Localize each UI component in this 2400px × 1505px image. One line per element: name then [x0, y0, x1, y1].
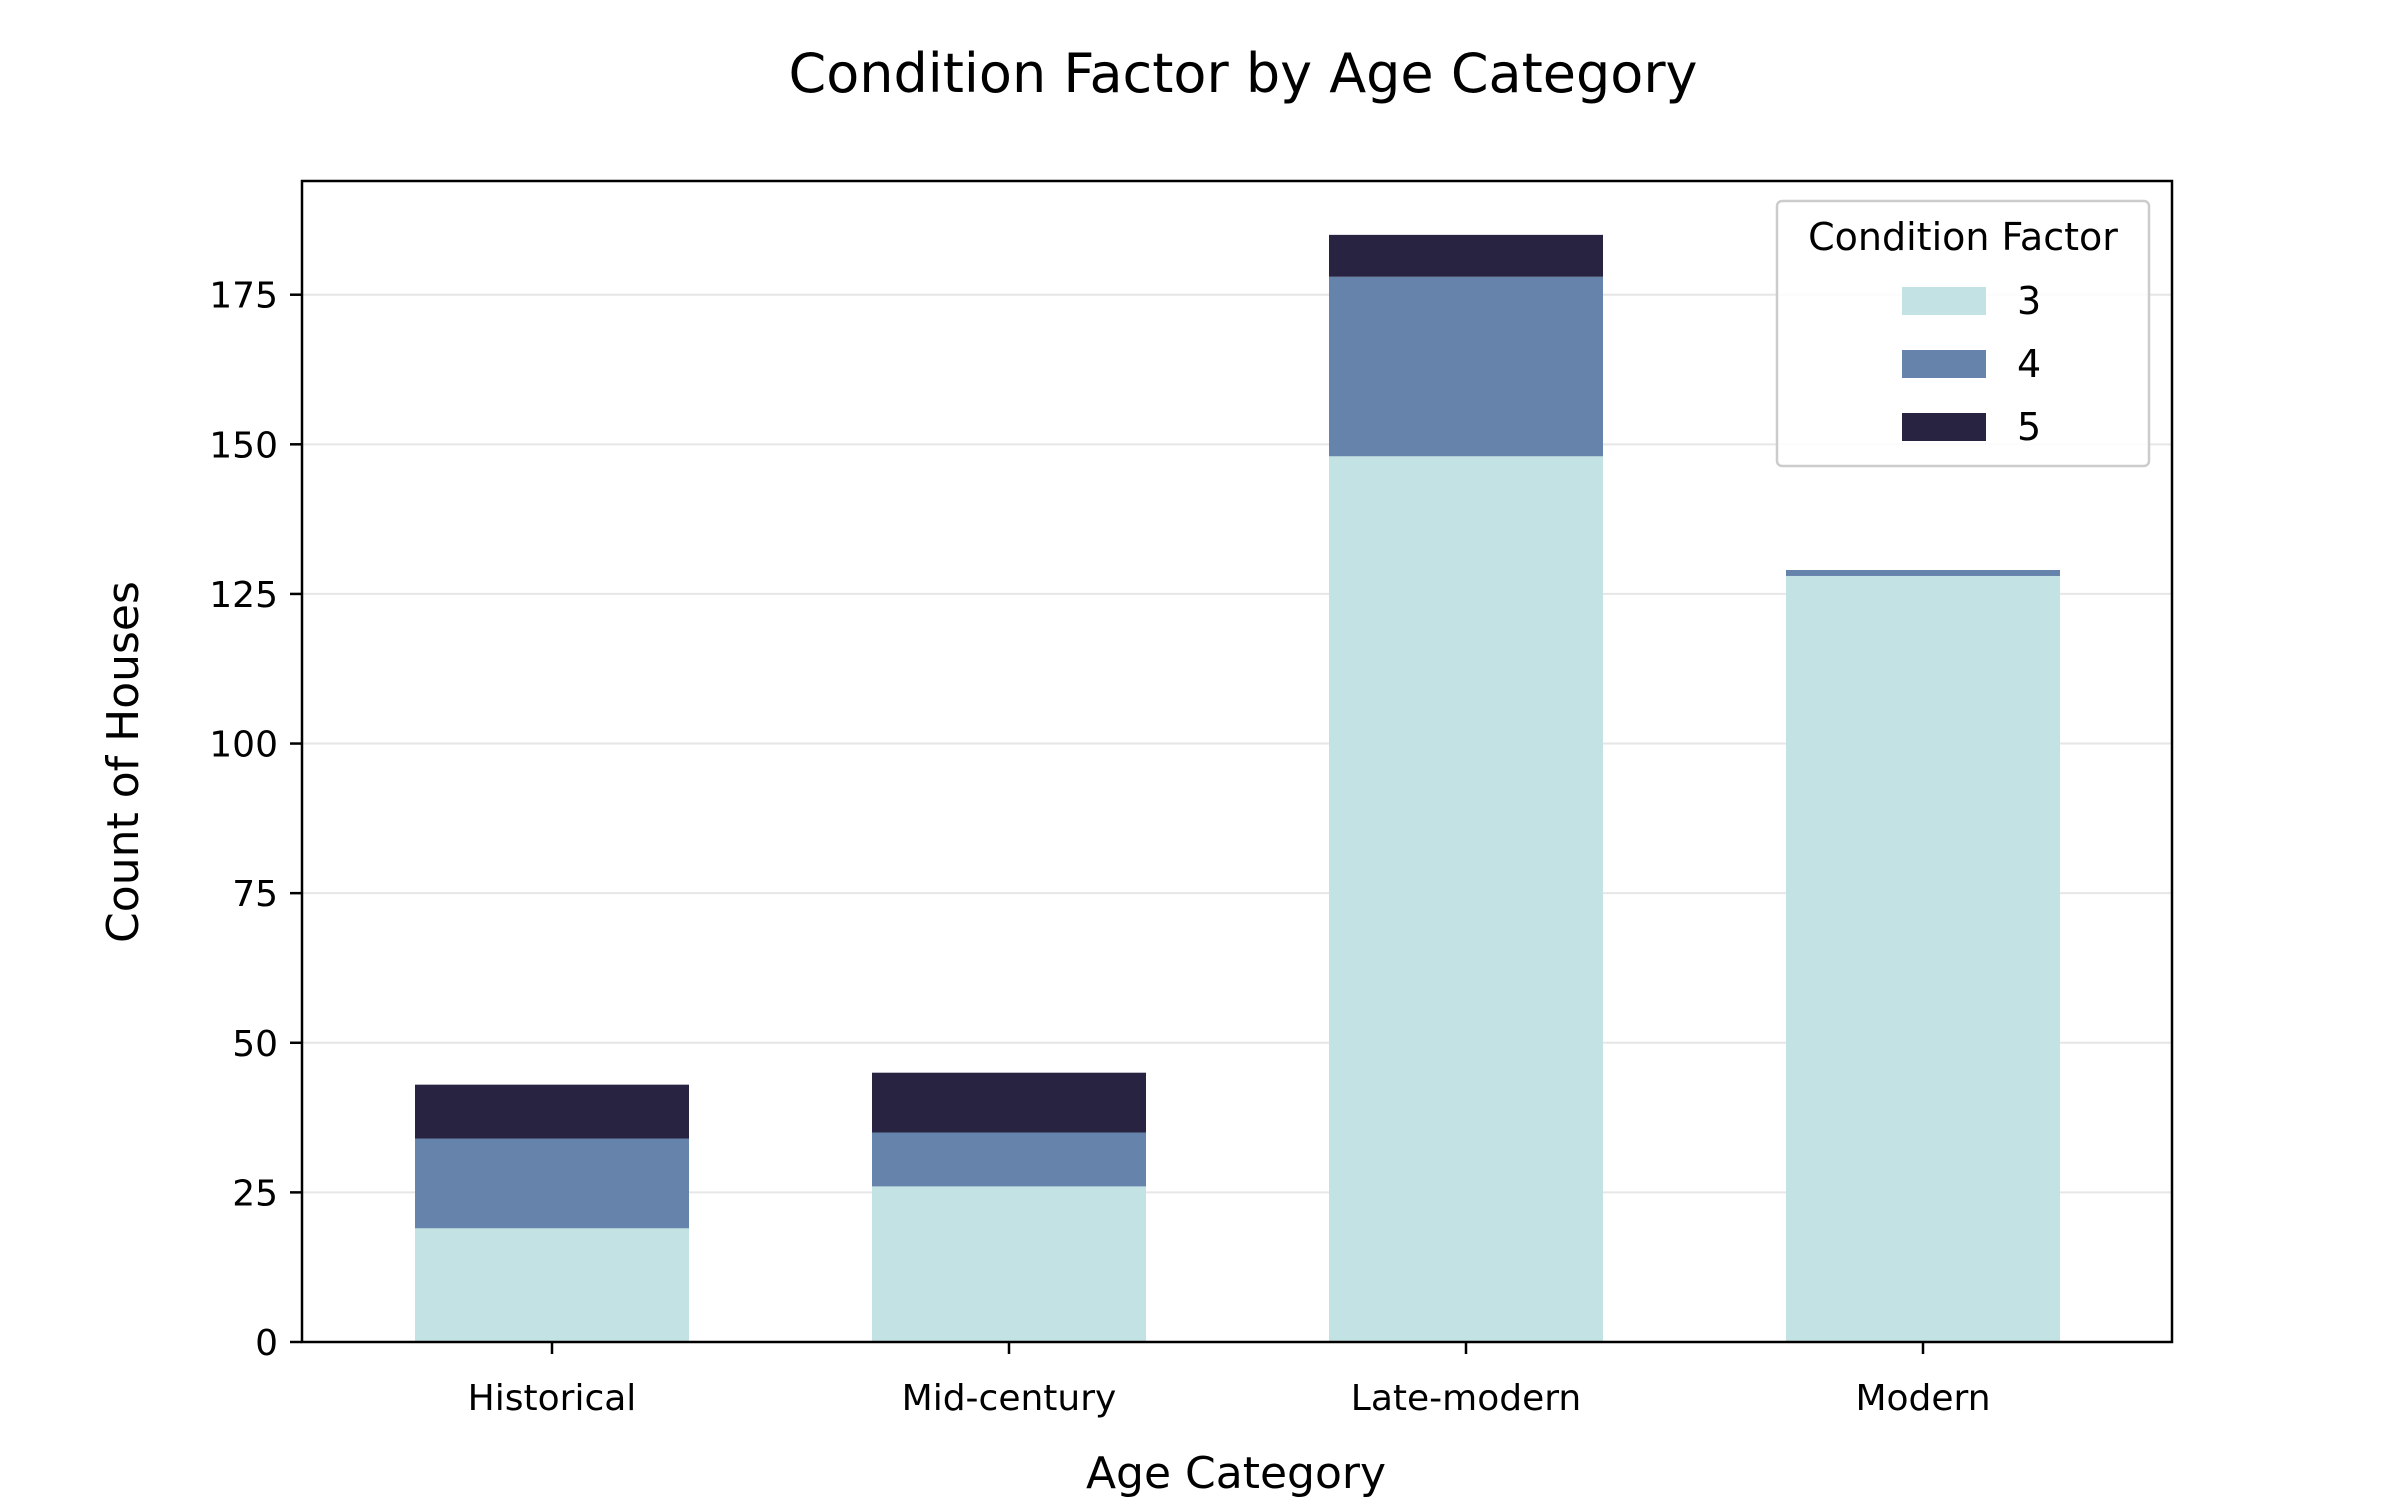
legend-label: 3 [2017, 279, 2041, 323]
bar-segment [1329, 456, 1603, 1342]
y-tick-label: 0 [255, 1323, 278, 1364]
axes: 0 25 50 75 100 125 150 175 Historical Mid-century… [209, 179, 2174, 1419]
y-axis-label: Count of Houses [98, 581, 149, 943]
legend: Condition Factor 3 4 5 [1775, 199, 2151, 468]
y-tick-label: 150 [209, 425, 278, 466]
legend-label: 5 [2017, 405, 2041, 449]
bar-segment [872, 1132, 1146, 1187]
legend-swatch [1902, 287, 1986, 315]
bar-segment [415, 1228, 689, 1342]
y-tick-label: 125 [209, 575, 278, 616]
bar-segment [1329, 276, 1603, 457]
x-tick-label: Mid-century [902, 1378, 1117, 1419]
legend-swatch [1902, 350, 1986, 378]
bar-segment [415, 1138, 689, 1229]
y-tick-label: 75 [232, 874, 278, 915]
bar-segment [872, 1072, 1146, 1133]
x-tick-label: Late-modern [1351, 1378, 1581, 1419]
x-axis-label: Age Category [1086, 1448, 1386, 1499]
bar-segment [1786, 575, 2060, 1342]
chart-title: Condition Factor by Age Category [789, 42, 1698, 105]
y-tick-label: 50 [232, 1024, 278, 1065]
y-tick-label: 100 [209, 725, 278, 766]
legend-swatch [1902, 413, 1986, 441]
legend-label: 4 [2017, 342, 2041, 386]
legend-title: Condition Factor [1808, 215, 2118, 259]
x-tick-label: Modern [1855, 1378, 1990, 1419]
bar-segment [415, 1084, 689, 1139]
y-tick-label: 175 [209, 276, 278, 317]
bars [415, 234, 2060, 1342]
bar-segment [872, 1186, 1146, 1342]
legend-frame [1775, 199, 2151, 468]
plot-frame [300, 179, 2174, 1344]
bar-segment [1786, 569, 2060, 576]
bar-segment [1329, 234, 1603, 277]
x-tick-label: Historical [468, 1378, 637, 1419]
y-tick-label: 25 [232, 1173, 278, 1214]
